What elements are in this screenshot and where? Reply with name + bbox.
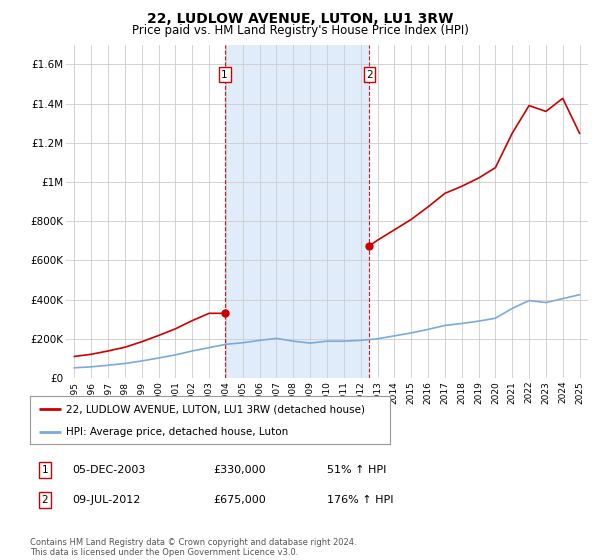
- Text: 09-JUL-2012: 09-JUL-2012: [72, 495, 140, 505]
- Text: 2: 2: [366, 70, 373, 80]
- Text: Price paid vs. HM Land Registry's House Price Index (HPI): Price paid vs. HM Land Registry's House …: [131, 24, 469, 37]
- Text: 51% ↑ HPI: 51% ↑ HPI: [327, 465, 386, 475]
- Text: 176% ↑ HPI: 176% ↑ HPI: [327, 495, 394, 505]
- Bar: [224, 45, 370, 378]
- Text: 22, LUDLOW AVENUE, LUTON, LU1 3RW: 22, LUDLOW AVENUE, LUTON, LU1 3RW: [147, 12, 453, 26]
- Text: 05-DEC-2003: 05-DEC-2003: [72, 465, 145, 475]
- Text: £675,000: £675,000: [213, 495, 266, 505]
- Text: £330,000: £330,000: [213, 465, 266, 475]
- Text: 2: 2: [41, 495, 49, 505]
- Text: HPI: Average price, detached house, Luton: HPI: Average price, detached house, Luto…: [66, 427, 288, 437]
- Text: 22, LUDLOW AVENUE, LUTON, LU1 3RW (detached house): 22, LUDLOW AVENUE, LUTON, LU1 3RW (detac…: [66, 404, 365, 414]
- Text: Contains HM Land Registry data © Crown copyright and database right 2024.
This d: Contains HM Land Registry data © Crown c…: [30, 538, 356, 557]
- Text: 1: 1: [41, 465, 49, 475]
- Text: 1: 1: [221, 70, 228, 80]
